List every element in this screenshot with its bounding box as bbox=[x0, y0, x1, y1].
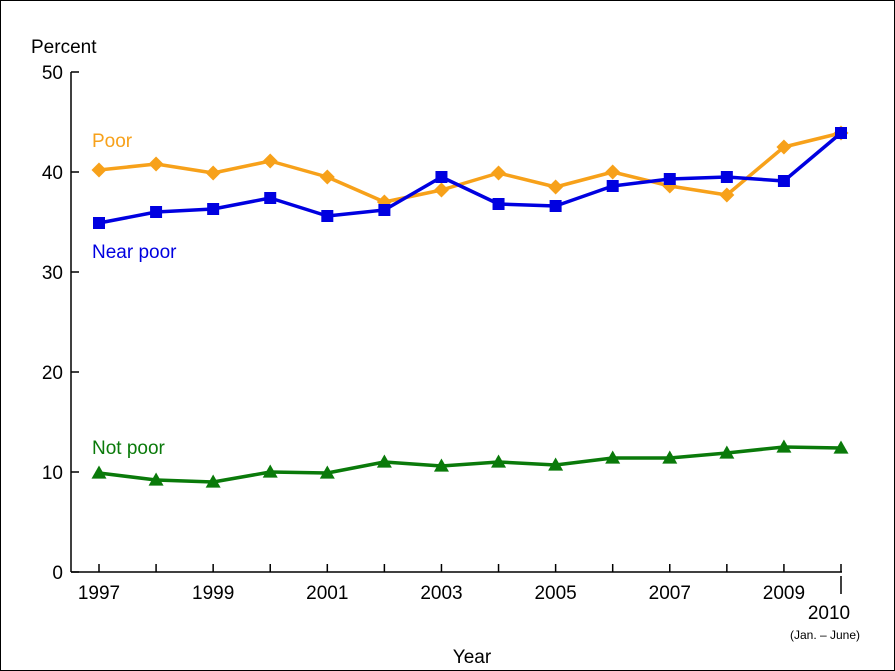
series-near-poor bbox=[93, 127, 847, 229]
axes: 0 10 20 30 40 50 1997 1999 2001 2003 2005 2007 20092… bbox=[42, 63, 860, 642]
data-point-poor bbox=[319, 169, 335, 185]
data-point-near-poor bbox=[663, 173, 676, 185]
data-point-not-poor bbox=[548, 457, 564, 471]
data-point-poor bbox=[719, 187, 735, 203]
data-point-poor bbox=[91, 162, 107, 178]
series-line-poor bbox=[98, 131, 842, 204]
series-label-near-poor: Near poor bbox=[92, 242, 177, 263]
y-tick-label: 10 bbox=[42, 463, 63, 484]
data-point-near-poor bbox=[549, 200, 562, 212]
data-point-not-poor bbox=[662, 450, 678, 464]
x-tick-label: 2007 bbox=[649, 583, 691, 604]
data-point-not-poor bbox=[148, 472, 164, 486]
data-point-near-poor bbox=[777, 175, 790, 187]
y-tick-label: 20 bbox=[42, 363, 63, 384]
series-not-poor bbox=[91, 439, 849, 488]
x-tick-label: 2003 bbox=[420, 583, 462, 604]
data-point-poor bbox=[605, 164, 621, 180]
y-axis-title: Percent bbox=[31, 37, 97, 58]
x-tick-label: 2001 bbox=[306, 583, 348, 604]
data-point-near-poor bbox=[435, 171, 448, 183]
x-tick-label: 1997 bbox=[78, 583, 120, 604]
y-tick-label: 0 bbox=[52, 563, 63, 584]
data-point-near-poor bbox=[492, 198, 505, 210]
data-point-poor bbox=[205, 165, 221, 181]
data-point-poor bbox=[491, 165, 507, 181]
data-point-not-poor bbox=[205, 474, 221, 488]
data-point-near-poor bbox=[264, 192, 277, 204]
data-point-not-poor bbox=[433, 458, 449, 472]
data-point-not-poor bbox=[91, 465, 107, 479]
series-line-near-poor bbox=[98, 131, 843, 225]
data-point-poor bbox=[433, 182, 449, 198]
data-point-near-poor bbox=[606, 180, 619, 192]
data-point-poor bbox=[548, 179, 564, 195]
series-lines bbox=[91, 125, 849, 488]
series-poor bbox=[91, 125, 849, 210]
series-line-not-poor bbox=[98, 445, 842, 484]
data-point-not-poor bbox=[719, 445, 735, 459]
series-label-not-poor: Not poor bbox=[92, 438, 166, 459]
x-tick-label: 2009 bbox=[763, 583, 805, 604]
data-point-near-poor bbox=[93, 217, 105, 229]
data-point-not-poor bbox=[833, 440, 849, 454]
labels: Percent Year Poor Near poor Not poor bbox=[31, 37, 492, 668]
x-tick-label: 2005 bbox=[534, 583, 576, 604]
x-tick-label: 1999 bbox=[192, 583, 234, 604]
data-point-near-poor bbox=[321, 210, 334, 222]
data-point-poor bbox=[262, 153, 278, 169]
y-tick-label: 50 bbox=[42, 63, 63, 84]
data-point-not-poor bbox=[376, 454, 392, 468]
data-point-near-poor bbox=[150, 206, 163, 218]
x-tick-sublabel: (Jan. – June) bbox=[790, 628, 860, 642]
data-point-poor bbox=[148, 156, 164, 172]
y-tick-label: 40 bbox=[42, 163, 63, 184]
data-point-poor bbox=[776, 139, 792, 155]
series-label-poor: Poor bbox=[92, 131, 133, 152]
data-point-near-poor bbox=[378, 204, 391, 216]
data-point-not-poor bbox=[776, 439, 792, 453]
data-point-not-poor bbox=[319, 465, 335, 479]
y-tick-label: 30 bbox=[42, 263, 63, 284]
data-point-not-poor bbox=[491, 454, 507, 468]
data-point-near-poor bbox=[207, 203, 220, 215]
data-point-near-poor bbox=[720, 171, 733, 183]
x-axis-title: Year bbox=[453, 647, 492, 668]
data-point-near-poor bbox=[835, 127, 847, 139]
data-point-not-poor bbox=[605, 450, 621, 464]
x-tick-label: 2010 bbox=[808, 603, 850, 624]
data-point-not-poor bbox=[262, 464, 278, 478]
